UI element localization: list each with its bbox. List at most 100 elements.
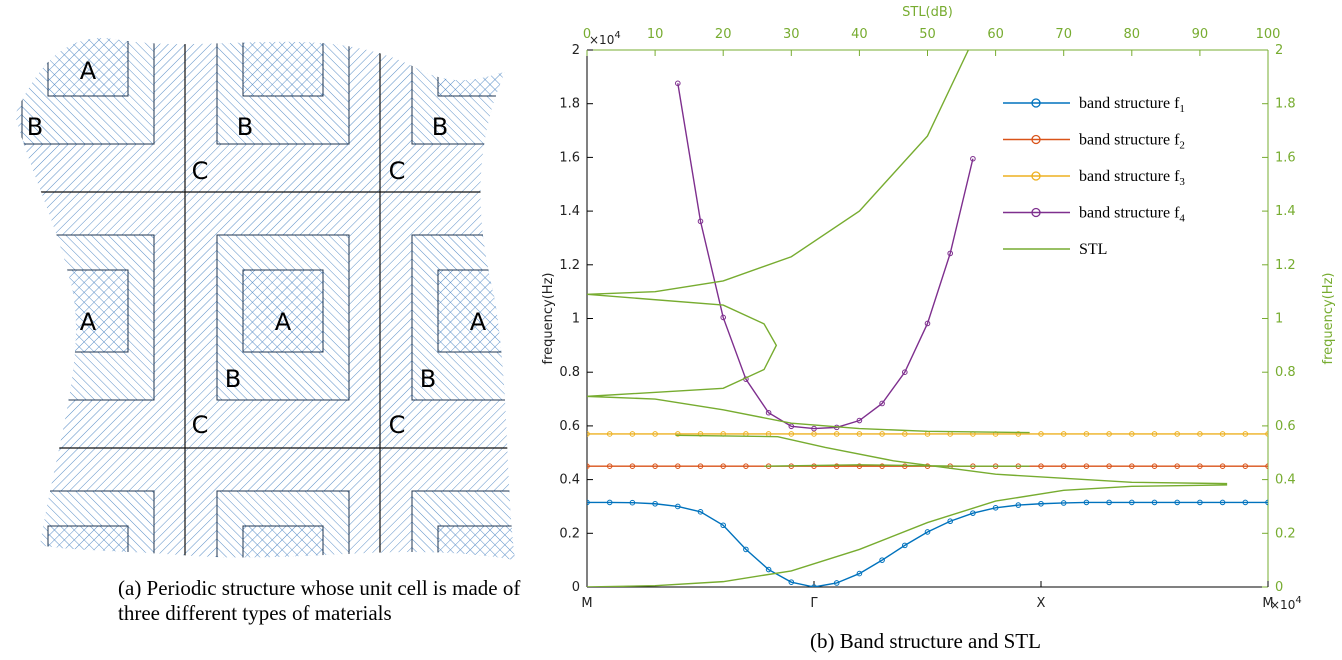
data-point (970, 510, 976, 516)
x2-tick-label: 70 (1055, 27, 1072, 42)
data-point (1083, 499, 1090, 506)
legend-label: band structure f3 (1079, 168, 1185, 188)
x-tick-label: M (1262, 596, 1273, 611)
data-point (743, 463, 749, 469)
material-label: B (432, 113, 448, 141)
legend-label: band structure f4 (1079, 205, 1185, 225)
data-point (1060, 463, 1067, 469)
legend-marker (1031, 98, 1041, 108)
legend-marker (1031, 134, 1041, 145)
data-point (1265, 431, 1268, 437)
y2-tick-label: 0.6 (1275, 419, 1296, 434)
x-tick-label: X (1037, 596, 1046, 611)
material-label: A (275, 308, 292, 336)
data-point (924, 320, 931, 327)
data-point (1242, 463, 1249, 469)
data-point (652, 463, 658, 469)
material-label: C (192, 157, 209, 185)
x2-tick-label: 90 (1192, 27, 1209, 42)
data-point (1106, 463, 1112, 469)
series-line (677, 83, 974, 430)
y-axis-title: frequency(Hz) (541, 273, 556, 365)
inclusion-b-hatch (216, 490, 350, 561)
y-tick-label: 0.8 (559, 365, 580, 380)
data-point (1015, 502, 1022, 508)
data-point (1197, 499, 1203, 506)
data-point (879, 557, 885, 563)
y-tick-label: 1.2 (559, 258, 580, 273)
data-point (1129, 499, 1135, 506)
data-point (1242, 499, 1249, 506)
legend-label: band structure f2 (1079, 132, 1185, 152)
data-point (1174, 431, 1180, 437)
data-point (587, 499, 590, 506)
data-point (992, 504, 999, 511)
y-tick-label: 0.2 (559, 526, 580, 541)
material-label: B (27, 113, 43, 141)
legend-marker (1031, 171, 1041, 181)
y2-axis-title: frequency(Hz) (1321, 273, 1336, 365)
data-point (1242, 431, 1249, 437)
y-tick-label: 2 (572, 43, 580, 58)
material-label: A (80, 57, 97, 85)
exponent-base: ×10 (589, 33, 614, 47)
series-line (587, 501, 1268, 587)
plot-area (587, 50, 1268, 587)
material-label: B (420, 365, 436, 393)
exponent-power: 4 (1295, 595, 1301, 606)
y-tick-label: 1.6 (559, 150, 580, 165)
y2-tick-label: 1 (1275, 312, 1283, 327)
exponent-base: ×10 (1270, 598, 1295, 612)
data-point (1151, 499, 1158, 506)
data-point (606, 463, 613, 469)
data-point (1174, 499, 1180, 506)
data-point (743, 546, 749, 553)
y2-tick-label: 1.4 (1275, 204, 1296, 219)
data-point (629, 463, 636, 469)
data-point (1197, 431, 1203, 437)
data-point (1151, 431, 1158, 437)
data-point (879, 400, 885, 407)
legend-label: STL (1079, 241, 1107, 258)
data-point (811, 431, 817, 437)
y2-tick-label: 0.8 (1275, 365, 1296, 380)
data-point (811, 584, 817, 587)
legend-marker (1031, 207, 1041, 218)
y2-tick-label: 2 (1275, 43, 1283, 58)
data-point (675, 80, 681, 87)
axis-exponent: ×104 (1270, 595, 1302, 612)
data-point (765, 566, 772, 573)
x2-tick-label: 100 (1256, 27, 1281, 42)
x2-tick-label: 80 (1124, 27, 1141, 42)
x-tick-label: M (581, 596, 592, 611)
core-a-hatch (47, 525, 129, 561)
data-point (856, 570, 863, 577)
legend-label: band structure f1 (1079, 95, 1185, 115)
data-point (1106, 499, 1112, 506)
data-point (902, 463, 908, 469)
series-line (587, 50, 1228, 587)
data-point (1219, 431, 1226, 437)
data-point (1015, 431, 1022, 437)
data-point (629, 499, 636, 506)
material-label: A (470, 308, 487, 336)
y2-tick-label: 0 (1275, 580, 1283, 595)
data-point (1265, 463, 1268, 469)
data-point (1219, 463, 1226, 469)
data-point (879, 431, 885, 437)
y-tick-label: 1.4 (559, 204, 580, 219)
data-point (833, 431, 840, 437)
data-point (1174, 463, 1180, 469)
data-point (924, 529, 931, 535)
data-point (856, 463, 863, 469)
y2-tick-label: 1.8 (1275, 97, 1296, 112)
data-point (970, 155, 976, 162)
data-point (587, 463, 590, 469)
data-point (1060, 500, 1067, 506)
data-point (833, 463, 840, 469)
material-label: B (225, 365, 241, 393)
data-point (652, 500, 658, 507)
data-point (1106, 431, 1112, 437)
